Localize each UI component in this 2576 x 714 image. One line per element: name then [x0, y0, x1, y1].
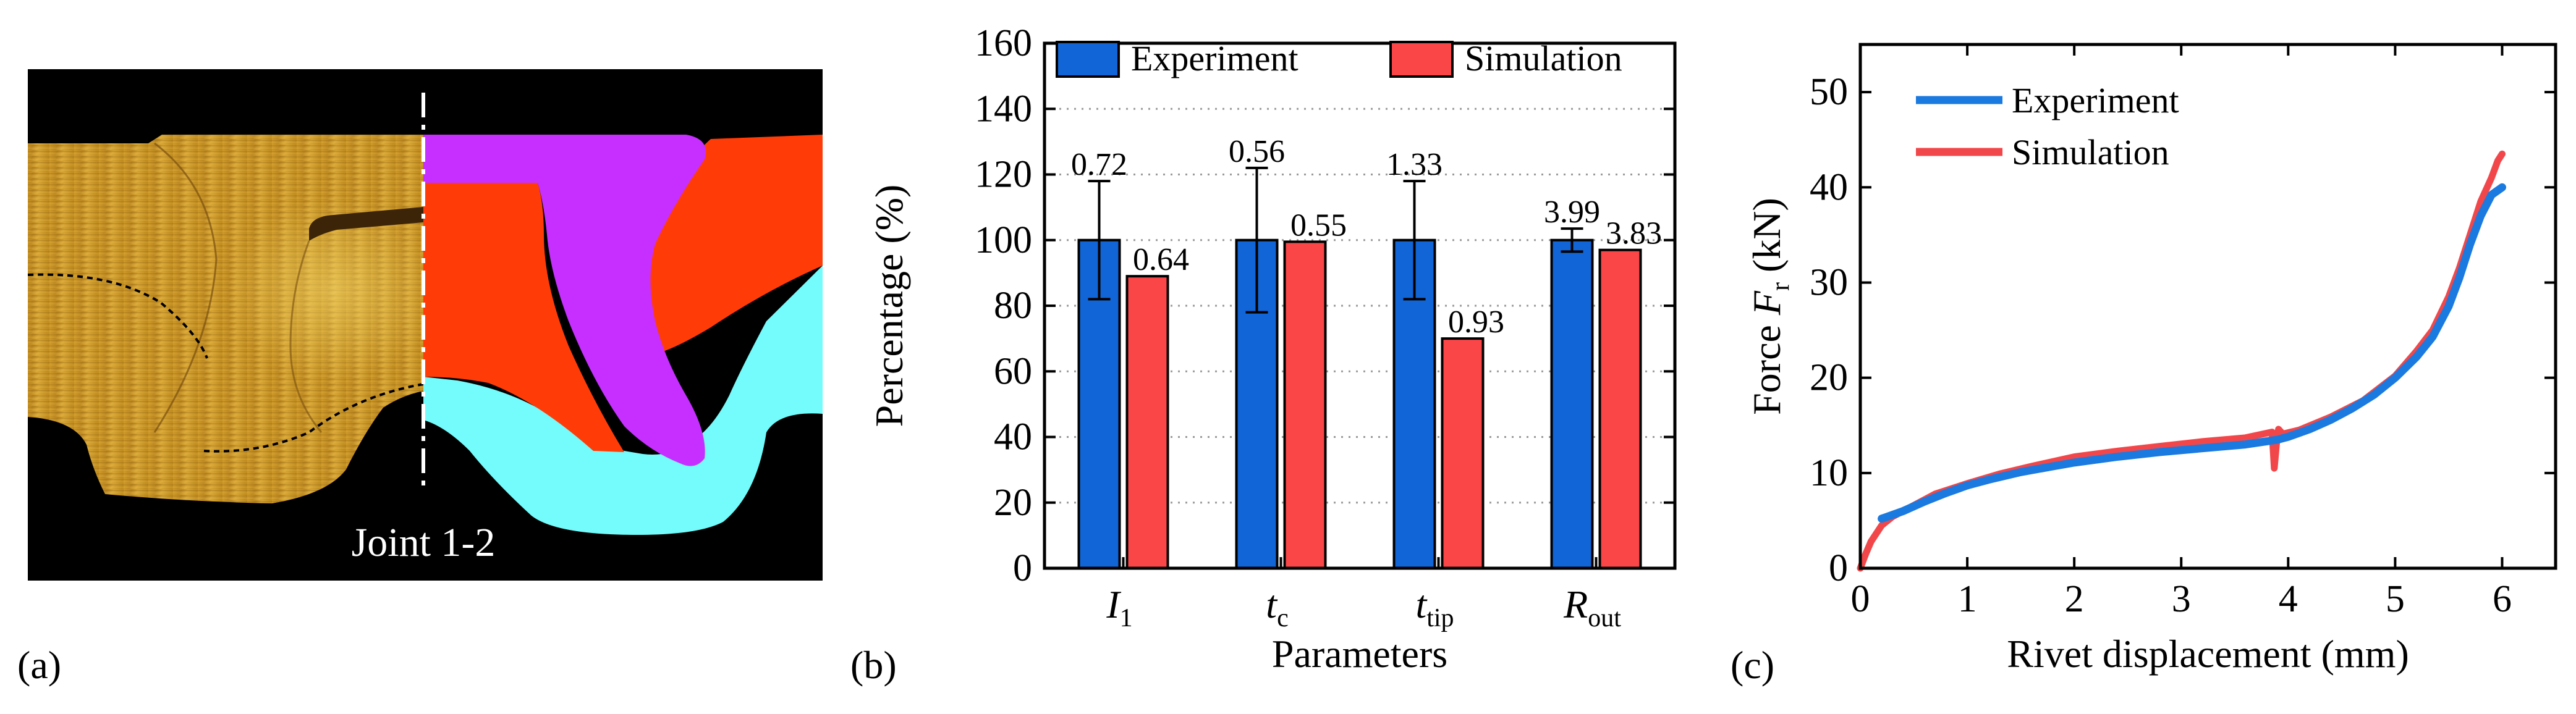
data-label-experiment: 1.33 [1386, 147, 1443, 182]
y-tick-label: 0 [1013, 547, 1032, 589]
rivet-boundary-line [153, 142, 218, 433]
x-tick-label: ttip [1415, 582, 1454, 632]
y-tick-label: 100 [975, 219, 1032, 261]
panel-label-c: (c) [1731, 643, 1774, 687]
micrograph-rivet-head-gap [309, 207, 423, 241]
x-tick-label-base: I [1106, 582, 1121, 626]
x-tick-label-sub: 1 [1120, 604, 1133, 632]
x-tick-label: I1 [1106, 582, 1132, 632]
bar-simulation [1125, 275, 1169, 569]
line-chart: 0 10 20 30 40 50 0 1 2 3 4 5 6 Experiment Simulation Ri… [1745, 43, 2557, 676]
y-tick-label: 60 [994, 350, 1032, 392]
panel-label-b: (b) [850, 643, 897, 687]
x-tick-label-base: t [1415, 582, 1428, 626]
y-tick-label: 20 [994, 482, 1032, 524]
data-label-experiment: 3.99 [1544, 195, 1600, 230]
panel-label-a: (a) [17, 643, 61, 687]
data-label-simulation: 0.55 [1290, 208, 1347, 243]
plot-frame [1858, 43, 2557, 570]
y-axis-title-sub: r [1766, 282, 1795, 291]
y-axis-title-unit: (kN) [1745, 198, 1789, 282]
x-tick-label: 4 [2279, 578, 2298, 620]
joint-caption: Joint 1-2 [352, 520, 496, 565]
x-axis-title: Parameters [1272, 632, 1447, 676]
data-label-simulation: 0.93 [1448, 304, 1504, 340]
y-tick-label: 40 [1810, 166, 1848, 208]
legend-label-experiment: Experiment [1131, 38, 1299, 78]
x-tick-label-base: R [1563, 582, 1588, 626]
y-tick-label: 140 [975, 88, 1032, 130]
y-axis-title: Percentage (%) [867, 185, 911, 427]
y-tick-label: 120 [975, 154, 1032, 196]
y-tick-label: 40 [994, 416, 1032, 458]
x-tick-label: 2 [2065, 578, 2084, 620]
micrograph-highlight [229, 198, 439, 383]
x-axis-title: Rivet displacement (mm) [2007, 632, 2409, 676]
x-tick-label: Rout [1563, 582, 1621, 632]
y-tick-label: 20 [1810, 357, 1848, 399]
legend-label-simulation: Simulation [2012, 132, 2169, 172]
interface-dashed-line [203, 383, 424, 453]
data-label-simulation: 3.83 [1606, 216, 1662, 251]
bar-simulation [1283, 240, 1327, 569]
panel-a-cross-section: Joint 1-2 [27, 69, 823, 581]
legend-swatch-simulation [1389, 41, 1454, 78]
x-tick-label-sub: out [1588, 604, 1621, 632]
x-tick-label-sub: c [1277, 604, 1289, 632]
x-tick-label: 5 [2386, 578, 2405, 620]
y-axis-title-text: Force [1745, 315, 1789, 415]
bar-experiment [1550, 238, 1594, 569]
x-tick-label: 1 [1958, 578, 1977, 620]
x-tick-label: tc [1266, 582, 1288, 632]
y-axis-title-var: F [1745, 290, 1789, 316]
x-tick-label: 0 [1851, 578, 1870, 620]
rivet-boundary-line [289, 240, 323, 433]
y-tick-label: 160 [975, 22, 1032, 64]
bar-chart: 0 20 40 60 80 100 120 140 160 0.72 0.64 I1 0.56 0.55 t… [867, 22, 1677, 676]
simulation-rivet [423, 135, 706, 466]
y-tick-label: 80 [994, 285, 1032, 327]
data-label-experiment: 0.72 [1071, 147, 1127, 182]
y-axis-title: Force Fr (kN) [1745, 198, 1795, 415]
x-tick-label: 3 [2172, 578, 2191, 620]
legend-swatch-experiment [1056, 41, 1120, 78]
data-label-simulation: 0.64 [1133, 242, 1189, 277]
x-tick-label: 6 [2493, 578, 2512, 620]
interface-dashed-line [27, 273, 208, 359]
series-line-experiment [1878, 183, 2506, 523]
y-tick-label: 0 [1829, 547, 1848, 589]
legend-label-experiment: Experiment [2012, 80, 2179, 120]
bar-simulation [1441, 337, 1485, 569]
data-label-experiment: 0.56 [1229, 134, 1285, 169]
series-line-simulation [1857, 150, 2506, 572]
y-tick-label: 30 [1810, 261, 1848, 303]
y-tick-label: 50 [1810, 71, 1848, 113]
y-tick-label: 10 [1810, 452, 1848, 494]
x-tick-label-base: t [1266, 582, 1278, 626]
legend-label-simulation: Simulation [1465, 38, 1622, 78]
simulation-lower-sheet [423, 266, 823, 535]
x-tick-label-sub: tip [1426, 604, 1454, 632]
simulation-upper-sheet [423, 183, 624, 452]
bar-simulation [1598, 248, 1642, 569]
plot-frame [1043, 41, 1677, 570]
